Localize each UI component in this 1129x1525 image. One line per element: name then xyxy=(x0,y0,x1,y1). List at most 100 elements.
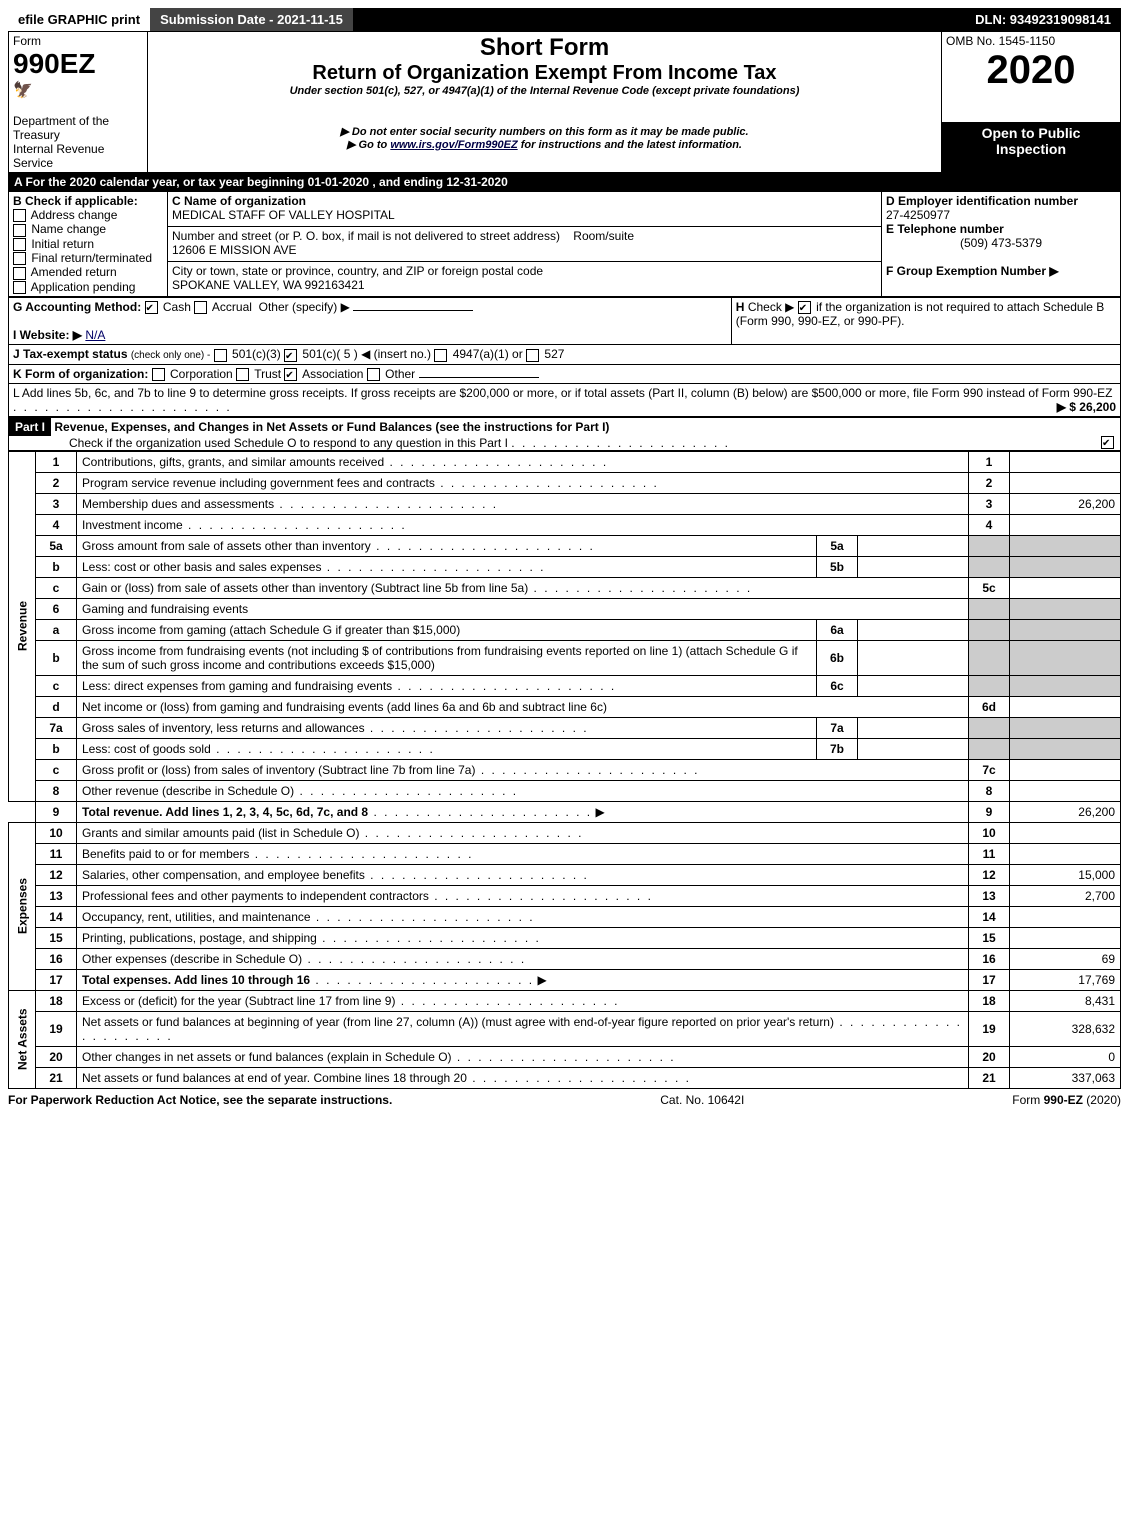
row-5c-amt xyxy=(1010,577,1121,598)
row-14-col: 14 xyxy=(969,906,1010,927)
footer-mid: Cat. No. 10642I xyxy=(660,1093,744,1107)
row-8-text: Other revenue (describe in Schedule O) xyxy=(82,784,294,798)
row-6a-text: Gross income from gaming (attach Schedul… xyxy=(82,623,460,637)
row-5b-sub-amt xyxy=(858,556,969,577)
row-8-col: 8 xyxy=(969,780,1010,801)
row-5b-num: b xyxy=(36,556,77,577)
row-13-text: Professional fees and other payments to … xyxy=(82,889,429,903)
row-5c-num: c xyxy=(36,577,77,598)
row-9-amt: 26,200 xyxy=(1010,801,1121,822)
check-h[interactable] xyxy=(798,301,811,314)
eagle-icon: 🦅 xyxy=(13,82,33,99)
row-6-text: Gaming and fundraising events xyxy=(82,602,248,616)
check-initial-return[interactable] xyxy=(13,238,26,251)
row-6d-amt xyxy=(1010,696,1121,717)
opt-initial-return: Initial return xyxy=(31,237,94,251)
part-i-title: Revenue, Expenses, and Changes in Net As… xyxy=(54,420,609,434)
row-5a-text: Gross amount from sale of assets other t… xyxy=(82,539,371,553)
row-15-text: Printing, publications, postage, and shi… xyxy=(82,931,317,945)
row-12-num: 12 xyxy=(36,864,77,885)
page-footer: For Paperwork Reduction Act Notice, see … xyxy=(8,1089,1121,1107)
row-5c-text: Gain or (loss) from sale of assets other… xyxy=(82,581,528,595)
line-j-note: (check only one) - xyxy=(131,350,210,361)
footer-left: For Paperwork Reduction Act Notice, see … xyxy=(8,1093,392,1107)
opt-amended: Amended return xyxy=(31,265,117,279)
row-16-text: Other expenses (describe in Schedule O) xyxy=(82,952,302,966)
check-cash[interactable] xyxy=(145,301,158,314)
check-name-change[interactable] xyxy=(13,224,26,237)
submission-date: Submission Date - 2021-11-15 xyxy=(150,8,353,31)
g-other-input[interactable] xyxy=(353,310,473,311)
row-6c-num: c xyxy=(36,675,77,696)
row-18-text: Excess or (deficit) for the year (Subtra… xyxy=(82,994,395,1008)
row-7b-sub-amt xyxy=(858,738,969,759)
row-1-text: Contributions, gifts, grants, and simila… xyxy=(82,455,384,469)
street-label: Number and street (or P. O. box, if mail… xyxy=(172,229,560,243)
check-accrual[interactable] xyxy=(194,301,207,314)
omb-number: OMB No. 1545-1150 xyxy=(946,34,1116,48)
row-4-num: 4 xyxy=(36,514,77,535)
row-9-text: Total revenue. Add lines 1, 2, 3, 4, 5c,… xyxy=(82,805,368,819)
website-value[interactable]: N/A xyxy=(85,328,105,342)
check-other[interactable] xyxy=(367,368,380,381)
row-5a-sub: 5a xyxy=(817,535,858,556)
row-18-num: 18 xyxy=(36,990,77,1011)
row-19-num: 19 xyxy=(36,1011,77,1046)
check-trust[interactable] xyxy=(236,368,249,381)
check-pending[interactable] xyxy=(13,281,26,294)
dept-treasury: Department of the Treasury xyxy=(13,114,109,142)
k-trust: Trust xyxy=(254,367,281,381)
k-other-input[interactable] xyxy=(419,377,539,378)
row-7a-text: Gross sales of inventory, less returns a… xyxy=(82,721,365,735)
check-501c[interactable] xyxy=(284,349,297,362)
check-sched-o[interactable] xyxy=(1101,436,1114,449)
row-9-arrow: ▶ xyxy=(595,805,604,819)
check-4947[interactable] xyxy=(434,349,447,362)
row-6a-num: a xyxy=(36,619,77,640)
row-10-num: 10 xyxy=(36,822,77,843)
box-b-title: B Check if applicable: xyxy=(13,194,138,208)
row-5a-shade-amt xyxy=(1010,535,1121,556)
check-527[interactable] xyxy=(526,349,539,362)
check-501c3[interactable] xyxy=(214,349,227,362)
k-other: Other xyxy=(385,367,415,381)
row-7a-sub: 7a xyxy=(817,717,858,738)
ein-value: 27-4250977 xyxy=(886,208,950,222)
row-3-num: 3 xyxy=(36,493,77,514)
row-2-num: 2 xyxy=(36,472,77,493)
row-1-amt xyxy=(1010,451,1121,472)
check-final-return[interactable] xyxy=(13,252,26,265)
row-19-amt: 328,632 xyxy=(1010,1011,1121,1046)
row-7b-num: b xyxy=(36,738,77,759)
j-o1: 501(c)(3) xyxy=(232,347,281,361)
row-5b-sub: 5b xyxy=(817,556,858,577)
row-20-col: 20 xyxy=(969,1046,1010,1067)
row-14-num: 14 xyxy=(36,906,77,927)
row-6a-sub-amt xyxy=(858,619,969,640)
vert-expenses: Expenses xyxy=(9,822,36,990)
part-i-tag: Part I xyxy=(9,418,51,436)
check-corp[interactable] xyxy=(152,368,165,381)
line-k-label: K Form of organization: xyxy=(13,367,148,381)
line-j-label: J Tax-exempt status xyxy=(13,347,128,361)
row-16-num: 16 xyxy=(36,948,77,969)
row-6c-text: Less: direct expenses from gaming and fu… xyxy=(82,679,392,693)
check-amended[interactable] xyxy=(13,267,26,280)
row-12-col: 12 xyxy=(969,864,1010,885)
check-assoc[interactable] xyxy=(284,368,297,381)
check-address-change[interactable] xyxy=(13,209,26,222)
row-7b-text: Less: cost of goods sold xyxy=(82,742,211,756)
dots-sched-o xyxy=(511,436,730,450)
row-6d-num: d xyxy=(36,696,77,717)
efile-print-label[interactable]: efile GRAPHIC print xyxy=(8,8,150,31)
irs-link[interactable]: www.irs.gov/Form990EZ xyxy=(390,139,517,151)
goto-note-2: for instructions and the latest informat… xyxy=(518,139,742,151)
g-accrual: Accrual xyxy=(212,300,252,314)
row-17-arrow: ▶ xyxy=(537,973,546,987)
row-6b-text: Gross income from fundraising events (no… xyxy=(82,644,798,672)
sched-o-note: Check if the organization used Schedule … xyxy=(9,436,508,450)
row-14-text: Occupancy, rent, utilities, and maintena… xyxy=(82,910,311,924)
row-15-col: 15 xyxy=(969,927,1010,948)
lines-g-to-l: G Accounting Method: Cash Accrual Other … xyxy=(8,297,1121,417)
row-13-col: 13 xyxy=(969,885,1010,906)
